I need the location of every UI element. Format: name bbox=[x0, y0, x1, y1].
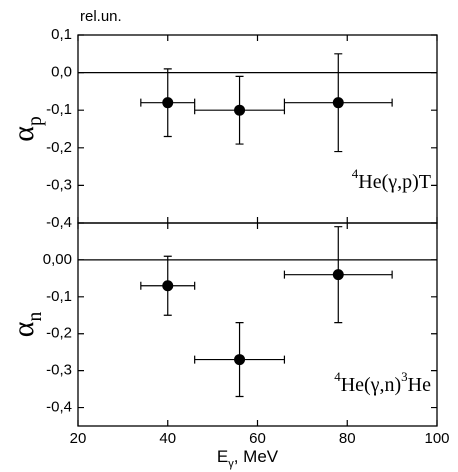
y-tick-label: -0,3 bbox=[46, 362, 72, 379]
plot-frame bbox=[77, 34, 438, 224]
data-point bbox=[162, 97, 174, 109]
text-part: E bbox=[217, 447, 228, 466]
text-part: He(γ,n) bbox=[341, 374, 401, 396]
annotation: 4He(γ,p)T bbox=[352, 166, 431, 192]
y-tick-label: 0,1 bbox=[51, 26, 72, 43]
y-tick-label: -0,4 bbox=[46, 214, 72, 231]
y-tick-label: -0,1 bbox=[46, 288, 72, 305]
data-point bbox=[332, 269, 344, 281]
y-axis-label: αp bbox=[7, 116, 46, 141]
text-part: He(γ,p)T bbox=[358, 171, 431, 193]
text-part: 4 bbox=[352, 166, 359, 181]
text-part: γ bbox=[228, 458, 234, 470]
data-point bbox=[234, 354, 246, 366]
x-tick-label: 100 bbox=[424, 430, 449, 447]
chart-title: rel.un. bbox=[80, 8, 122, 25]
y-tick-label: -0,2 bbox=[46, 325, 72, 342]
text-part: He bbox=[408, 374, 431, 396]
text-part: α bbox=[7, 126, 40, 142]
y-axis-label: αn bbox=[7, 312, 46, 338]
x-tick-label: 80 bbox=[339, 430, 356, 447]
y-tick-label: -0,4 bbox=[46, 399, 72, 416]
y-tick-label: 0,00 bbox=[43, 251, 72, 268]
y-tick-label: 0,0 bbox=[51, 64, 72, 81]
y-tick-label: -0,3 bbox=[46, 176, 72, 193]
text-part: n bbox=[25, 312, 46, 322]
data-point bbox=[332, 97, 344, 109]
text-part: p bbox=[25, 116, 46, 126]
data-point bbox=[234, 104, 246, 116]
y-tick-label: -0,1 bbox=[46, 101, 72, 118]
x-axis-label: Eγ, MeV bbox=[217, 447, 279, 469]
text-part: 3 bbox=[401, 369, 408, 384]
annotation: 4He(γ,n)3He bbox=[334, 369, 431, 395]
text-part: , MeV bbox=[234, 447, 279, 466]
data-point bbox=[162, 280, 174, 292]
text-part: α bbox=[7, 321, 40, 337]
text-part: 4 bbox=[334, 369, 341, 384]
x-tick-label: 60 bbox=[249, 430, 266, 447]
x-tick-label: 40 bbox=[159, 430, 176, 447]
x-tick-label: 20 bbox=[70, 430, 87, 447]
y-tick-label: -0,2 bbox=[46, 139, 72, 156]
